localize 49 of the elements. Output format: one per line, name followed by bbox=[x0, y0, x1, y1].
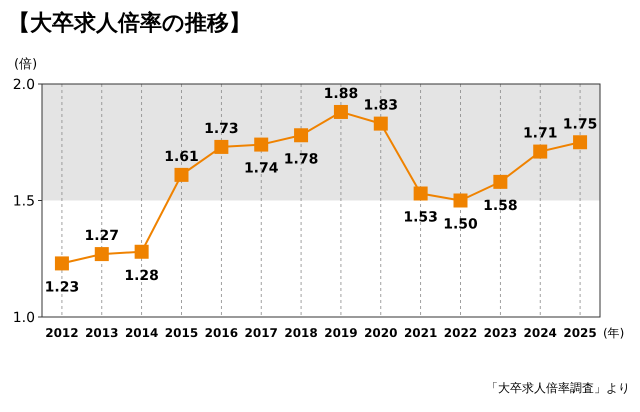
chart-title: 【大卒求人倍率の推移】 bbox=[8, 10, 251, 36]
x-tick-label: 2023 bbox=[484, 326, 518, 340]
x-tick-label: 2019 bbox=[324, 326, 358, 340]
data-label: 1.28 bbox=[124, 268, 159, 284]
point bbox=[54, 256, 69, 270]
point bbox=[334, 104, 348, 119]
data-label: 1.50 bbox=[443, 216, 478, 232]
point bbox=[214, 140, 228, 154]
x-tick-label: 2021 bbox=[404, 326, 438, 340]
data-label: 1.73 bbox=[204, 120, 239, 137]
data-label: 1.27 bbox=[84, 228, 120, 244]
x-tick-label: 2024 bbox=[524, 326, 557, 340]
point bbox=[134, 244, 149, 259]
x-tick-label: 2012 bbox=[45, 326, 79, 340]
x-tick-label: 2018 bbox=[284, 326, 318, 340]
data-label: 1.74 bbox=[244, 160, 279, 177]
data-label: 1.75 bbox=[562, 116, 598, 132]
x-axis-title: (年) bbox=[603, 326, 624, 340]
data-label: 1.71 bbox=[522, 126, 558, 142]
point bbox=[533, 144, 548, 159]
text: 「大卒求人倍率調査」より bbox=[486, 381, 630, 395]
x-tick-label: 2017 bbox=[244, 326, 278, 340]
y-tick-label: 1.0 bbox=[12, 310, 35, 326]
point bbox=[94, 247, 109, 262]
x-tick-label: 2022 bbox=[444, 326, 478, 340]
data-label: 1.53 bbox=[403, 210, 438, 226]
point bbox=[174, 168, 188, 182]
x-tick-label: 2015 bbox=[164, 326, 198, 340]
data-label: 1.88 bbox=[324, 86, 358, 102]
y-tick-label: 2.0 bbox=[12, 77, 35, 93]
point bbox=[573, 135, 588, 150]
point bbox=[414, 186, 428, 201]
point bbox=[454, 194, 468, 208]
point bbox=[294, 128, 308, 142]
x-tick-label: 2016 bbox=[204, 326, 238, 340]
point bbox=[374, 116, 388, 131]
x-tick-label: 2014 bbox=[124, 326, 158, 340]
point bbox=[493, 174, 508, 189]
data-label: 1.83 bbox=[364, 98, 398, 114]
y-axis-title: (倍) bbox=[14, 57, 38, 72]
x-tick-label: 2013 bbox=[85, 326, 118, 340]
y-tick-label: 1.5 bbox=[12, 194, 35, 210]
x-tick-label: 2020 bbox=[364, 326, 398, 340]
data-label: 1.78 bbox=[284, 151, 318, 168]
x-tick-label: 2025 bbox=[563, 326, 597, 340]
data-label: 1.23 bbox=[44, 279, 80, 296]
data-label: 1.61 bbox=[164, 148, 199, 165]
data-label: 1.58 bbox=[483, 198, 518, 214]
point bbox=[254, 138, 268, 152]
